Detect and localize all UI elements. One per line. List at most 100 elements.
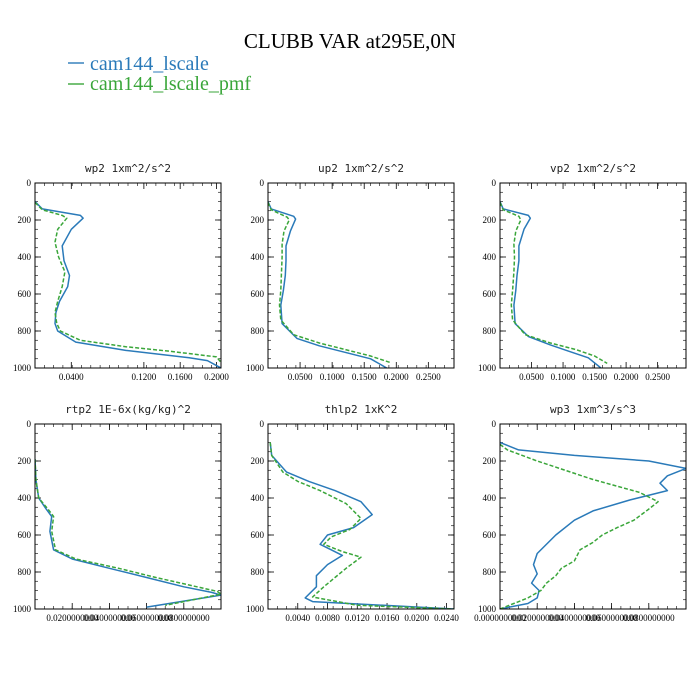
y-tick-label: 0 [492, 419, 497, 429]
y-tick-label: 200 [18, 215, 32, 225]
panel-title: rtp2 1E-6x(kg/kg)^2 [65, 403, 191, 416]
x-tick-label: 0.1000 [320, 372, 345, 382]
x-tick-label: 0.0600000000 [586, 613, 638, 623]
x-tick-label: 0.0160 [375, 613, 400, 623]
panel-title: thlp2 1xK^2 [325, 403, 398, 416]
panel-2: up2 1xm^2/s^2 0 200 400 600 800 1000 0.0500 0.10… [246, 162, 455, 382]
x-tick-label: 0.2000 [384, 372, 409, 382]
x-tick-label: 0.0080 [315, 613, 340, 623]
series-line-cam144_lscale_pmf [268, 202, 391, 364]
x-tick-label: 0.1600 [168, 372, 193, 382]
y-tick-label: 400 [18, 252, 32, 262]
panel-1: wp2 1xm^2/s^2 0 200 400 600 800 1000 0.0400 0.12… [13, 162, 229, 382]
y-tick-label: 0 [260, 178, 265, 188]
plot-frame [499, 423, 687, 610]
y-tick-label: 400 [251, 252, 265, 262]
y-tick-label: 400 [483, 252, 497, 262]
series-line-cam144_lscale [35, 459, 221, 608]
series-line-cam144_lscale_pmf [35, 201, 221, 363]
y-tick-label: 1000 [13, 604, 32, 614]
panel-3: vp2 1xm^2/s^2 0 200 400 600 800 1000 0.0500 0.10… [478, 162, 687, 382]
y-tick-label: 400 [18, 493, 32, 503]
y-tick-label: 1000 [246, 604, 265, 614]
x-tick-label: 0.1500 [582, 372, 607, 382]
plot-frame [267, 182, 455, 369]
series-line-cam144_lscale_pmf [500, 443, 659, 609]
panel-title: wp2 1xm^2/s^2 [85, 162, 171, 175]
x-tick-label: 0.1000 [551, 372, 576, 382]
y-tick-label: 600 [251, 289, 265, 299]
y-tick-label: 200 [483, 215, 497, 225]
y-tick-label: 400 [251, 493, 265, 503]
y-tick-label: 0 [27, 178, 32, 188]
x-tick-label: 0.0800000000 [623, 613, 675, 623]
y-tick-label: 1000 [13, 363, 32, 373]
y-tick-label: 200 [483, 456, 497, 466]
series-line-cam144_lscale [500, 441, 686, 609]
x-tick-label: 0.2000 [204, 372, 229, 382]
y-tick-label: 600 [483, 289, 497, 299]
series-line-cam144_lscale_pmf [269, 442, 454, 609]
legend-label-cam144_lscale: cam144_lscale [90, 53, 209, 75]
panel-title: vp2 1xm^2/s^2 [550, 162, 636, 175]
y-tick-label: 1000 [246, 363, 265, 373]
panel-4: rtp2 1E-6x(kg/kg)^2 0 200 400 600 800 1000 0.02… [13, 403, 222, 623]
panel-6: wp3 1xm^3/s^3 0 200 400 600 800 10000.00000000… [474, 403, 687, 623]
series-line-cam144_lscale [269, 442, 454, 609]
y-tick-label: 0 [27, 419, 32, 429]
x-tick-label: 0.0040 [285, 613, 310, 623]
x-tick-label: 0.0400 [59, 372, 84, 382]
figure-title: CLUBB VAR at295E,0N [244, 29, 456, 53]
x-tick-label: 0.0500 [288, 372, 313, 382]
panels-grid: wp2 1xm^2/s^2 0 200 400 600 800 1000 0.0400 0.12… [13, 162, 687, 623]
x-tick-label: 0.0500 [519, 372, 544, 382]
y-tick-label: 800 [483, 567, 497, 577]
x-tick-label: 0.0200000000 [511, 613, 563, 623]
y-tick-label: 800 [18, 567, 32, 577]
y-tick-label: 600 [251, 530, 265, 540]
y-tick-label: 1000 [478, 363, 497, 373]
x-tick-label: 0.0400000000 [549, 613, 601, 623]
y-tick-label: 800 [251, 326, 265, 336]
plot-frame [34, 423, 222, 610]
x-tick-label: 0.0240 [434, 613, 459, 623]
x-tick-label: 0.1200 [132, 372, 157, 382]
plot-frame [267, 423, 455, 610]
y-tick-label: 600 [483, 530, 497, 540]
series-line-cam144_lscale_pmf [500, 202, 608, 365]
legend: cam144_lscale cam144_lscale_pmf [68, 53, 251, 95]
panel-5: thlp2 1xK^2 0 200 400 600 800 1000 0.0040 0.0080… [246, 403, 459, 623]
plot-frame [34, 182, 222, 369]
x-tick-label: 0.2500 [416, 372, 441, 382]
x-tick-label: 0.2500 [645, 372, 670, 382]
y-tick-label: 400 [483, 493, 497, 503]
x-tick-label: 0.0800000000 [158, 613, 210, 623]
y-tick-label: 600 [18, 289, 32, 299]
legend-label-cam144_lscale_pmf: cam144_lscale_pmf [90, 73, 251, 95]
x-tick-label: 0.2000 [614, 372, 639, 382]
x-tick-label: 0.1500 [352, 372, 377, 382]
series-line-cam144_lscale [500, 201, 602, 368]
y-tick-label: 0 [260, 419, 265, 429]
y-tick-label: 200 [18, 456, 32, 466]
y-tick-label: 200 [251, 456, 265, 466]
x-tick-label: 0.0600000000 [121, 613, 173, 623]
plot-frame [499, 182, 687, 369]
x-tick-label: 0.0120 [345, 613, 370, 623]
x-tick-label: 0.0200 [404, 613, 429, 623]
series-line-cam144_lscale [268, 201, 388, 368]
x-tick-label: 0.0000000000 [474, 613, 526, 623]
y-tick-label: 1000 [478, 604, 497, 614]
x-tick-label: 0.0400000000 [84, 613, 136, 623]
y-tick-label: 600 [18, 530, 32, 540]
y-tick-label: 0 [492, 178, 497, 188]
y-tick-label: 800 [18, 326, 32, 336]
y-tick-label: 800 [483, 326, 497, 336]
panel-title: wp3 1xm^3/s^3 [550, 403, 636, 416]
series-line-cam144_lscale [35, 200, 221, 368]
y-tick-label: 200 [251, 215, 265, 225]
series-line-cam144_lscale_pmf [35, 459, 221, 607]
x-tick-label: 0.0200000000 [46, 613, 98, 623]
panel-title: up2 1xm^2/s^2 [318, 162, 404, 175]
